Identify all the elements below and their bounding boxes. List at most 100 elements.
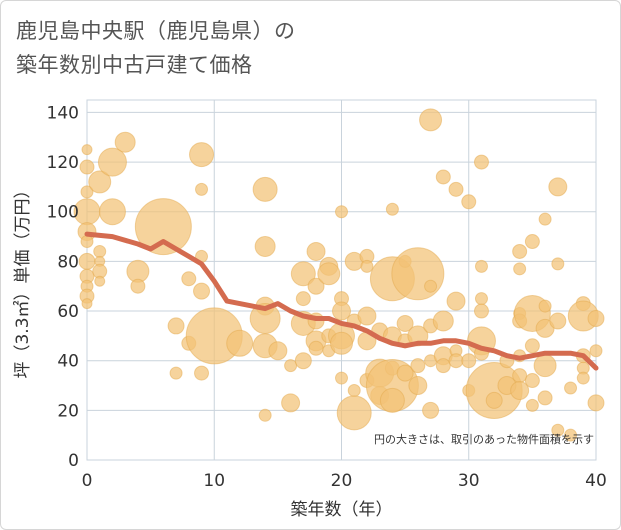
x-tick-label: 40 [585,471,607,491]
bubble [435,169,451,185]
bubble [549,312,567,330]
chart-title-line-1: 鹿児島中央駅（鹿児島県）の [16,19,296,43]
bubble [564,381,578,395]
bubble [252,176,278,202]
bubble [80,235,94,249]
x-tick-label: 10 [203,471,225,491]
bubble [513,262,527,276]
bubble [332,301,351,321]
bubble-size-note: 円の大きさは、取引のあった物件面積を示す [374,432,594,446]
x-tick-label: 20 [331,471,353,491]
bubble [589,344,603,358]
bubble [134,198,192,256]
bubble [473,154,489,170]
bubble [357,306,377,326]
bubble [130,278,146,294]
bubble [396,314,414,332]
bubble [587,394,605,412]
bubble [336,395,372,431]
bubble [98,198,126,226]
bubble [193,282,211,300]
bubble [284,359,298,373]
bubble [226,329,254,357]
bubble [551,257,565,271]
bubble [317,262,341,286]
bubble [419,108,443,132]
y-axis-label: 坪（3.3㎡）単価（万円） [13,181,33,378]
bubble [408,376,428,396]
bubble [525,398,539,412]
bubble [81,144,93,156]
y-tick-label: 20 [57,401,79,421]
bubble [432,310,454,332]
bubble [524,234,540,250]
bubble [512,368,528,384]
bubble [169,366,183,380]
y-tick-label: 80 [57,252,79,272]
bubble [538,212,552,226]
bubble [510,380,530,400]
bubble [335,371,348,385]
bubble [79,159,95,175]
bubble [335,205,348,219]
bubble [524,338,540,354]
bubble [347,383,361,397]
bubble [114,131,136,153]
bubble [181,271,197,287]
bubble [80,185,94,199]
bubble [307,277,325,295]
bubble [330,331,353,355]
y-tick-label: 40 [57,352,79,372]
bubble [379,387,405,413]
y-tick-label: 120 [47,153,79,173]
bubble [360,259,374,273]
bubble [194,365,210,381]
bubble [474,259,488,273]
y-tick-label: 100 [47,203,79,223]
bubble [167,317,185,335]
bubble [78,252,96,270]
y-tick-label: 0 [68,451,79,471]
bubble [512,243,528,259]
bubble [195,182,209,196]
bubble [391,247,445,301]
bubble [422,401,440,419]
bubble [93,244,107,258]
bubble [461,194,477,210]
bubble [81,298,93,310]
x-tick-label: 0 [82,471,93,491]
bubble [551,423,565,437]
bubble [295,291,311,307]
bubble [385,202,399,216]
average-price-line [84,231,599,371]
bubble [306,241,326,261]
chart-title-line-2: 築年数別中古戸建て価格 [16,53,253,77]
bubble [268,341,288,361]
bubble [189,142,215,168]
bubble [548,177,568,197]
y-tick-label: 60 [57,302,79,322]
x-axis-label: 築年数（年） [291,500,393,520]
bubble [473,303,489,319]
y-tick-label: 140 [47,103,79,123]
bubble [88,170,112,194]
bubble [564,428,578,442]
bubble [576,371,590,385]
bubble [533,354,557,378]
tick-labels: 0 20 40 60 80 100 120 140 0 10 20 30 40 [47,103,607,491]
chart-title: 鹿児島中央駅（鹿児島県）の 築年数別中古戸建て価格 [16,14,296,82]
bubble [94,275,106,287]
bubble [448,181,464,197]
bubble [435,358,451,374]
bubble [461,353,477,369]
bubble [294,352,312,370]
bubble [446,291,466,311]
bubble [538,299,552,313]
bubble [258,408,272,422]
bubble [97,147,127,177]
bubble [254,235,276,257]
bubble [537,390,553,406]
bubble [308,340,324,356]
bubble [281,393,301,413]
